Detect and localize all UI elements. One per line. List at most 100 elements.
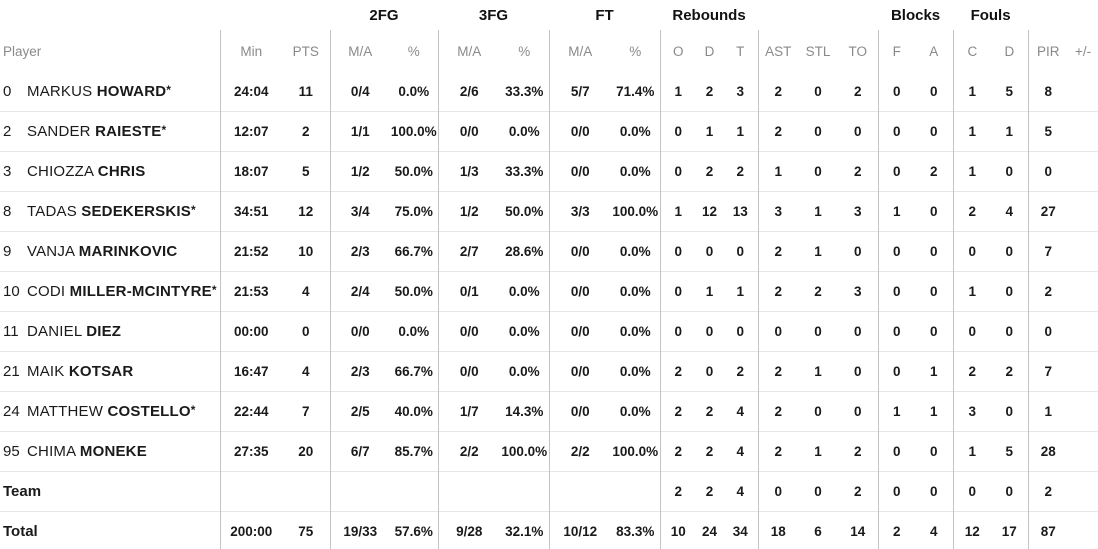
player-first-name: MARKUS <box>27 83 97 100</box>
stat-pm <box>1068 471 1098 512</box>
summary-label: Total <box>0 511 220 549</box>
stat-pts: 7 <box>282 391 330 432</box>
stat-fg2_ma <box>329 471 390 512</box>
player-name-cell[interactable]: 11 DANIEL DIEZ <box>0 311 220 352</box>
stat-pm <box>1068 391 1098 432</box>
stat-pts: 0 <box>282 311 330 352</box>
stat-reb_o: 0 <box>659 231 697 272</box>
stat-blk_f: 0 <box>877 231 916 272</box>
stat-ast: 2 <box>757 391 799 432</box>
player-name-cell[interactable]: 8 TADAS SEDEKERSKIS* <box>0 191 220 232</box>
player-name-cell[interactable]: 2 SANDER RAIESTE* <box>0 111 220 152</box>
stat-stl: 0 <box>798 471 839 512</box>
stat-reb_d: 2 <box>696 431 724 472</box>
stat-ast: 2 <box>757 72 799 112</box>
stat-ast: 18 <box>757 511 799 549</box>
starter-mark: * <box>190 403 196 417</box>
stat-blk_f: 0 <box>877 431 916 472</box>
column-header-fg2_ma: M/A <box>329 30 390 72</box>
stat-pts: 12 <box>282 191 330 232</box>
stat-ast: 2 <box>757 111 799 152</box>
stat-pir: 7 <box>1027 351 1069 392</box>
stat-reb_o: 2 <box>659 471 697 512</box>
stat-pir: 87 <box>1027 511 1069 549</box>
stat-stl: 0 <box>814 84 822 99</box>
column-header-reb_d: D <box>704 43 715 59</box>
stat-reb_t: 2 <box>723 151 759 192</box>
stat-fg3_ma: 2/7 <box>437 231 500 272</box>
stat-ft_pct: 0.0% <box>611 151 661 192</box>
stat-foul_d: 2 <box>991 351 1029 392</box>
stat-blk_a: 0 <box>915 231 954 272</box>
stat-fg2_pct <box>390 471 438 512</box>
stat-to: 3 <box>838 271 879 312</box>
stat-fg3_pct: 33.3% <box>500 151 549 192</box>
stat-reb_o: 2 <box>659 431 697 472</box>
player-name-cell[interactable]: 95 CHIMA MONEKE <box>0 431 220 472</box>
player-first-name: TADAS <box>27 203 82 220</box>
player-name-cell[interactable]: 10 CODI MILLER-MCINTYRE* <box>0 271 220 312</box>
stat-reb_d: 2 <box>696 391 724 432</box>
stat-fg2_ma: 2/3 <box>329 351 390 392</box>
stat-fg3_ma: 1/7 <box>437 391 500 432</box>
stat-ft_pct: 0.0% <box>611 111 661 152</box>
stat-pir: 2 <box>1027 271 1069 312</box>
stat-blk_a: 0 <box>915 311 954 352</box>
stat-blk_a: 0 <box>915 191 954 232</box>
stat-pm <box>1068 351 1098 392</box>
stat-blk_a: 0 <box>915 111 954 152</box>
player-last-name: RAIESTE <box>95 123 162 140</box>
stat-fg3_pct: 0.0% <box>500 311 549 352</box>
stat-fg3_pct: 32.1% <box>500 511 549 549</box>
stat-to: 3 <box>838 191 879 232</box>
column-header-row: Player Min PTS M/A% M/A% M/A% O D T AST STL TO F A C D P… <box>0 30 1098 72</box>
stat-reb_t: 3 <box>736 84 745 99</box>
player-name-cell[interactable]: 21 MAIK KOTSAR <box>0 351 220 392</box>
stat-min: 24:04 <box>219 72 282 112</box>
stat-min: 00:00 <box>219 311 282 352</box>
stat-reb_d: 0 <box>696 351 724 392</box>
stat-reb_t: 1 <box>723 271 759 312</box>
player-name-cell[interactable]: 9 VANJA MARINKOVIC <box>0 231 220 272</box>
stat-fg2_pct: 40.0% <box>390 391 438 432</box>
stat-blk_f: 1 <box>877 191 916 232</box>
player-name-cell[interactable]: 0 MARKUS HOWARD* <box>0 72 220 112</box>
stat-reb_d: 0 <box>696 231 724 272</box>
stat-blk_a: 0 <box>915 271 954 312</box>
group-header-row: 2FG 3FG FT Rebounds Blocks Fouls <box>0 0 1098 30</box>
player-first-name: MAIK <box>27 363 69 380</box>
player-name-cell[interactable]: 3 CHIOZZA CHRIS <box>0 151 220 192</box>
stat-pir: 2 <box>1027 471 1069 512</box>
stat-min: 200:00 <box>219 511 282 549</box>
stat-ft_ma: 10/12 <box>548 511 611 549</box>
stat-ft_ma: 0/0 <box>548 391 611 432</box>
stat-pm <box>1068 72 1098 112</box>
stat-to: 2 <box>838 431 879 472</box>
stat-pts: 2 <box>282 111 330 152</box>
column-header-fg3_ma: M/A <box>437 30 500 72</box>
stat-min: 27:35 <box>219 431 282 472</box>
stat-fg2_ma: 2/3 <box>329 231 390 272</box>
stat-foul_d: 0 <box>991 231 1029 272</box>
team-row: Team 2 2 4 0 0 2 0 0 0 0 2 <box>0 471 1098 512</box>
stat-foul_d: 0 <box>991 271 1029 312</box>
stat-stl: 0 <box>798 151 839 192</box>
stat-reb_t: 2 <box>723 351 759 392</box>
stat-reb_d: 24 <box>696 511 724 549</box>
stat-fg3_ma <box>437 471 500 512</box>
stat-blk_f: 0 <box>877 471 916 512</box>
stat-stl: 6 <box>798 511 839 549</box>
stat-pm <box>1068 191 1098 232</box>
player-name-cell[interactable]: 24 MATTHEW COSTELLO* <box>0 391 220 432</box>
stat-blk_f: 0 <box>877 311 916 352</box>
stat-min: 34:51 <box>219 191 282 232</box>
stat-foul_c: 0 <box>952 471 992 512</box>
stat-pm <box>1068 111 1098 152</box>
stat-foul_c: 2 <box>952 191 992 232</box>
stat-foul_d: 0 <box>991 311 1029 352</box>
stat-fg3_ma: 9/28 <box>437 511 500 549</box>
stat-blk_a: 4 <box>915 511 954 549</box>
column-header-pts: PTS <box>292 43 319 59</box>
stat-min <box>219 471 282 512</box>
stat-reb_d: 1 <box>696 111 724 152</box>
